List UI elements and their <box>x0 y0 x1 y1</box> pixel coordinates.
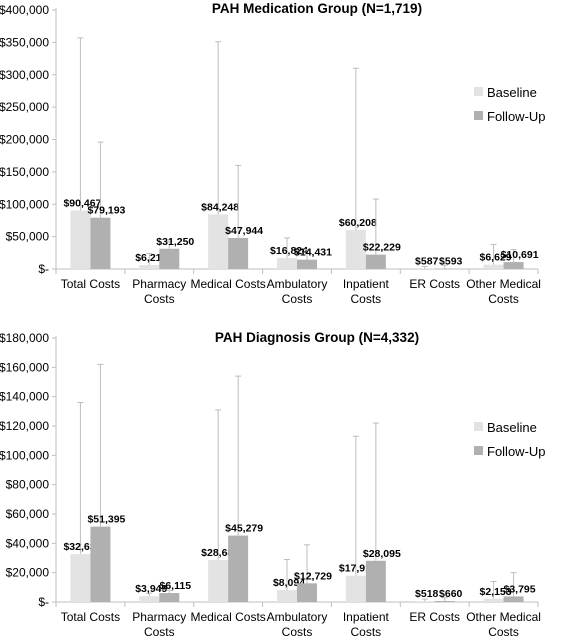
data-label: $14,431 <box>294 247 332 259</box>
data-label: $593 <box>439 256 463 268</box>
chart-title: PAH Diagnosis Group (N=4,332) <box>215 330 419 345</box>
category-label: Medical Costs <box>190 277 265 291</box>
chart-panel-1: PAH Medication Group (N=1,719) $- $50,000 $… <box>0 1 546 306</box>
bar-baseline <box>277 590 297 602</box>
category-label: Other Medical Costs <box>466 277 541 306</box>
bar-follow-up <box>297 259 317 269</box>
bar-follow-up <box>90 217 111 269</box>
y-tick-label: $80,000 <box>6 478 50 492</box>
chart-title: PAH Medication Group (N=1,719) <box>212 1 422 16</box>
data-label: $47,944 <box>225 225 263 237</box>
legend-swatch <box>474 111 483 120</box>
category-label: Total Costs <box>61 610 120 624</box>
legend-label: Follow-Up <box>487 109 546 124</box>
category-label: Total Costs <box>61 277 120 291</box>
data-label: $2,153 <box>480 586 512 598</box>
bar-follow-up <box>434 601 455 602</box>
category-label: Ambulatory Costs <box>267 610 328 638</box>
y-tick-label: $50,000 <box>6 230 50 244</box>
y-tick-label: $- <box>38 262 49 276</box>
legend-label: Baseline <box>487 420 537 435</box>
bar-follow-up <box>228 237 249 269</box>
data-label: $79,193 <box>87 205 125 217</box>
y-tick-label: $300,000 <box>0 68 49 82</box>
y-tick-label: $- <box>38 595 49 609</box>
bar-follow-up <box>503 262 524 269</box>
y-tick-label: $60,000 <box>6 507 50 521</box>
bar-baseline <box>208 214 229 269</box>
bar-baseline <box>483 598 504 602</box>
y-tick-label: $140,000 <box>0 390 49 404</box>
data-label: $51,395 <box>87 514 125 526</box>
bar-follow-up <box>228 535 249 602</box>
legend-swatch <box>474 422 483 431</box>
bar-baseline <box>208 559 229 602</box>
y-tick-label: $40,000 <box>6 536 50 550</box>
data-label: $16,824 <box>270 245 308 257</box>
bar-follow-up <box>503 596 524 602</box>
bar-baseline <box>70 210 91 269</box>
category-label: Pharmacy Costs <box>132 277 186 306</box>
y-tick-label: $250,000 <box>0 100 49 114</box>
data-label: $31,250 <box>156 236 194 248</box>
y-tick-label: $180,000 <box>0 331 49 345</box>
bar-baseline <box>277 258 297 269</box>
data-label: $660 <box>439 588 463 600</box>
y-tick-label: $160,000 <box>0 360 49 374</box>
data-label: $6,115 <box>160 580 192 592</box>
y-tick-label: $20,000 <box>6 566 50 580</box>
bar-follow-up <box>159 593 180 602</box>
category-label: Pharmacy Costs <box>132 610 186 638</box>
y-tick-label: $100,000 <box>0 448 49 462</box>
chart-panel-2: PAH Diagnosis Group (N=4,332) $- $20,000 $4… <box>0 330 546 638</box>
bar-baseline <box>139 264 160 269</box>
data-label: $10,691 <box>501 249 539 261</box>
category-label: Medical Costs <box>190 610 265 624</box>
y-tick-label: $350,000 <box>0 35 49 49</box>
y-tick-label: $200,000 <box>0 133 49 147</box>
bar-baseline <box>345 230 366 269</box>
bar-follow-up <box>297 583 317 602</box>
y-tick-label: $150,000 <box>0 165 49 179</box>
data-label: $6,629 <box>480 252 512 264</box>
data-label: $84,248 <box>201 201 239 213</box>
bar-baseline <box>414 601 435 602</box>
bar-follow-up <box>365 254 386 269</box>
y-tick-label: $100,000 <box>0 197 49 211</box>
bar-baseline <box>483 264 504 269</box>
category-label: ER Costs <box>409 610 460 624</box>
category-label: Ambulatory Costs <box>267 277 328 306</box>
data-label: $587 <box>415 256 439 268</box>
data-label: $22,229 <box>363 242 401 254</box>
y-tick-label: $120,000 <box>0 419 49 433</box>
data-label: $518 <box>415 588 439 600</box>
legend-swatch <box>474 87 483 96</box>
bar-follow-up <box>159 248 180 269</box>
data-label: $12,729 <box>294 570 332 582</box>
bar-follow-up <box>365 560 386 602</box>
category-label: Other Medical Costs <box>466 610 541 638</box>
bar-baseline <box>345 575 366 602</box>
bar-baseline <box>70 554 91 602</box>
data-label: $3,795 <box>504 583 536 595</box>
data-label: $28,095 <box>363 548 401 560</box>
data-label: $45,279 <box>225 523 263 535</box>
data-label: $90,467 <box>63 197 101 209</box>
category-label: ER Costs <box>409 277 460 291</box>
y-tick-label: $400,000 <box>0 3 49 17</box>
category-label: Inpatient Costs <box>343 610 390 638</box>
legend-label: Baseline <box>487 85 537 100</box>
legend-swatch <box>474 446 483 455</box>
legend-label: Follow-Up <box>487 444 546 459</box>
data-label: $3,949 <box>135 583 167 595</box>
category-label: Inpatient Costs <box>343 277 390 306</box>
bar-follow-up <box>90 526 111 602</box>
bar-baseline <box>139 596 160 602</box>
data-label: $60,208 <box>339 217 377 229</box>
